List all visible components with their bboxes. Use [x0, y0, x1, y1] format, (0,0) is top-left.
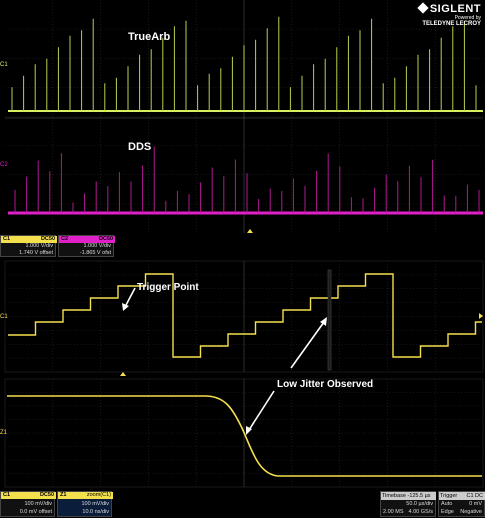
bottom-zoom-display: Low Jitter Observed Z1: [0, 378, 485, 490]
bottom-c1-label: C1: [3, 492, 11, 498]
bottom-c1-readout[interactable]: C1 DC50 100 mV/div 0.0 mV offset: [0, 491, 56, 517]
dds-label: DDS: [128, 141, 151, 153]
c1-readout[interactable]: C1 DC50 1.000 V/div 1.740 V offset: [0, 235, 57, 257]
bottom-channel-marker: Z1: [0, 430, 8, 436]
c1-vdiv: 1.000 V/div: [25, 243, 53, 249]
second-edge-arrowhead: [320, 317, 327, 326]
trigger-coupling: DC: [475, 493, 483, 499]
truearb-label: TrueArb: [128, 31, 170, 43]
bottom-readouts: C1 DC50 100 mV/div 0.0 mV offset Z1 zoom…: [0, 491, 485, 518]
top-readouts: C1 DC50 1.000 V/div 1.740 V offset C2 DC…: [0, 235, 120, 257]
c2-readout-header: C2 DC50: [59, 236, 115, 243]
trigger-slope: Negative: [460, 509, 482, 515]
trigger-label: Trigger: [440, 493, 458, 499]
c2-label: C2: [61, 236, 69, 242]
c1-readout-header: C1 DC50: [1, 236, 57, 243]
brand-name: SIGLENT: [429, 3, 481, 15]
c2-offset: -1.865 V ofst: [79, 250, 111, 256]
trigger-level-marker: [479, 313, 483, 319]
trigger-source: C1: [466, 493, 474, 499]
middle-waveform-grid: Trigger Point C1: [0, 260, 484, 376]
bottom-c1-vdiv: 100 mV/div: [24, 501, 52, 507]
trigger-header: Trigger C1 DC: [439, 492, 485, 500]
top-scope-display: TrueArb DDS C1 C2 SIGLENT Powered by TEL…: [0, 0, 485, 235]
middle-grid-lines: [5, 261, 483, 372]
c1-label: C1: [3, 236, 11, 242]
timebase-value: -125.5 µs: [407, 493, 431, 499]
bottom-c1-offset: 0.0 mV offset: [19, 509, 52, 515]
bottom-c1-header: C1 DC50: [1, 492, 56, 499]
timebase-tdiv: 50.0 µs/div: [406, 501, 433, 507]
c2-vdiv: 1.000 V/div: [83, 243, 111, 249]
bottom-waveform-grid: Low Jitter Observed Z1: [0, 378, 484, 488]
siglent-logo: SIGLENT Powered by TELEDYNE LECROY: [417, 2, 481, 28]
partner-name: TELEDYNE LECROY: [422, 21, 481, 27]
middle-channel-marker: C1: [0, 314, 8, 320]
z1-tdiv: 10.0 ns/div: [82, 509, 109, 515]
second-edge-arrow: [290, 321, 325, 369]
c2-readout[interactable]: C2 DC50 1.000 V/div -1.865 V ofst: [58, 235, 115, 257]
truearb-trace: [8, 16, 483, 112]
c2-coupling: DC50: [98, 236, 113, 242]
dds-trace: [8, 146, 483, 215]
trigger-mode: Auto: [441, 501, 453, 507]
trigger-level: 0 mV: [469, 501, 482, 507]
trigger-position-marker: [247, 229, 253, 233]
trigger-point-arrowhead: [122, 303, 129, 311]
top-grid-lines: [5, 0, 483, 233]
z1-vdiv: 100 mV/div: [81, 501, 109, 507]
top-waveform-grid: TrueArb DDS C1 C2: [0, 0, 483, 233]
siglent-logo-icon: [417, 2, 429, 14]
c2-channel-marker: C2: [0, 162, 8, 168]
z1-label: Z1: [60, 492, 67, 498]
timebase-samples: 2.00 MS: [383, 509, 404, 515]
timebase-header: Timebase -125.5 µs: [381, 492, 436, 500]
middle-trigger-marker: [120, 372, 126, 376]
z1-header: Z1 zoom(C1): [58, 492, 113, 499]
middle-scope-display: Trigger Point C1: [0, 260, 485, 378]
c1-coupling: DC50: [40, 236, 55, 242]
powered-by-text: Powered by: [454, 15, 481, 21]
z1-readout[interactable]: Z1 zoom(C1) 100 mV/div 10.0 ns/div: [57, 491, 113, 517]
trigger-type: Edge: [441, 509, 454, 515]
timebase-label: Timebase: [382, 493, 406, 499]
falling-edge-trace: [7, 395, 482, 477]
staircase-trace: [8, 273, 482, 358]
trigger-readout[interactable]: Trigger C1 DC Auto 0 mV Edge Negative: [438, 491, 485, 517]
bottom-c1-coupling: DC50: [39, 492, 54, 498]
timebase-readout[interactable]: Timebase -125.5 µs 50.0 µs/div 2.00 MS 4…: [380, 491, 436, 517]
trigger-point-label: Trigger Point: [137, 282, 199, 293]
z1-source: zoom(C1): [86, 492, 111, 498]
c1-offset: 1.740 V offset: [19, 250, 53, 256]
trigger-point-arrow: [124, 287, 136, 308]
low-jitter-label: Low Jitter Observed: [277, 379, 373, 390]
low-jitter-arrow: [248, 390, 275, 431]
c1-channel-marker: C1: [0, 62, 8, 68]
timebase-rate: 4.00 GS/s: [408, 509, 433, 515]
zoom-region-marker: [327, 269, 332, 371]
low-jitter-arrowhead: [246, 426, 252, 435]
